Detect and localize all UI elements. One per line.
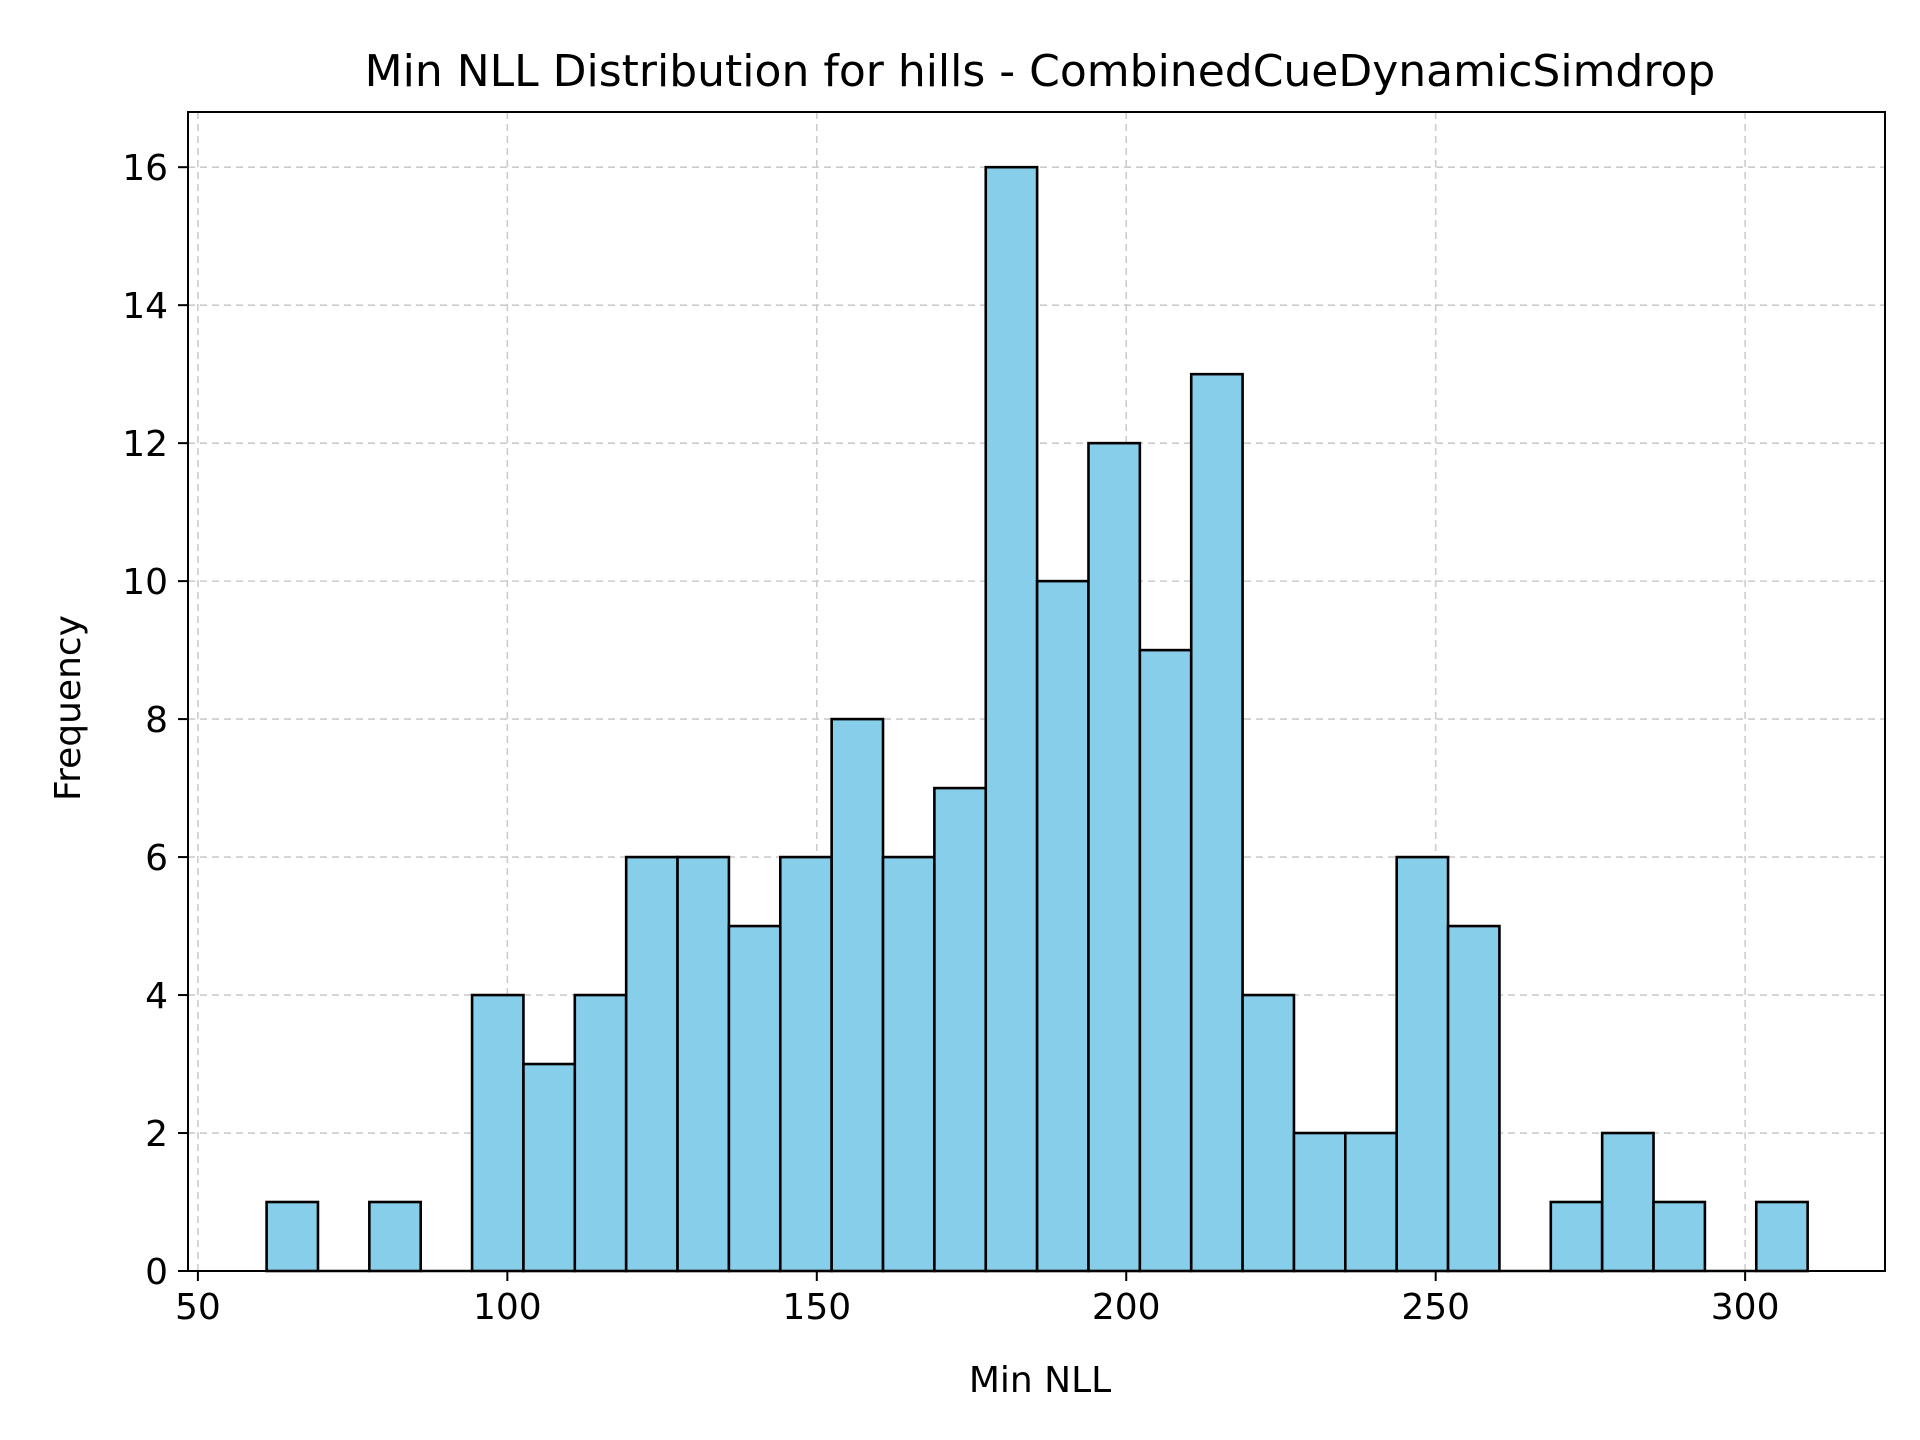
histogram-bar [1446,924,1501,1273]
x-tick-label: 250 [1401,1287,1470,1328]
histogram-bar [933,786,988,1273]
axes [187,111,1886,1272]
histogram-bar [1600,1131,1655,1273]
y-tick-label: 10 [122,562,168,603]
histogram-bar [522,1062,577,1273]
y-tick-label: 12 [122,424,168,465]
histogram-bar [1344,1131,1398,1273]
y-tick-label: 0 [145,1252,168,1293]
histogram-bar [265,1200,320,1273]
y-axis-label: Frequency [48,615,89,801]
histogram-bar [1087,441,1142,1273]
histogram-bar [1395,855,1450,1273]
histogram-bar [778,855,833,1273]
histogram-bar [1549,1200,1604,1273]
histogram-bar [470,993,525,1273]
x-tick-label: 200 [1092,1287,1161,1328]
chart-title: Min NLL Distribution for hills - Combine… [365,46,1716,97]
y-tick-label: 6 [145,838,168,879]
histogram-bar [1138,648,1193,1273]
y-tick-label: 16 [122,148,168,189]
histogram-bar [368,1200,423,1273]
histogram-bar [1652,1200,1707,1273]
y-tick-label: 4 [145,976,168,1017]
x-tick-label: 50 [175,1287,221,1328]
tick-marks: 50 100 150 200 250 300 0 2 4 6 8 10 12 14 16 [122,148,1779,1328]
x-axis-label: Min NLL [969,1360,1111,1401]
histogram-bar [624,855,679,1273]
histogram-bar [1241,993,1296,1273]
y-tick-label: 14 [122,286,168,327]
histogram-bar [676,855,731,1273]
histogram-bar [573,993,628,1273]
histogram-bar [984,165,1039,1273]
histogram-bar [727,924,782,1273]
y-tick-label: 8 [145,700,168,741]
histogram-bar [881,855,936,1273]
histogram-bar [1754,1200,1809,1273]
x-tick-label: 150 [782,1287,851,1328]
x-tick-label: 100 [473,1287,542,1328]
histogram-bar [1189,372,1244,1273]
histogram-bar [1035,579,1090,1273]
histogram-bar [830,717,885,1273]
plot-frame [187,111,1886,1272]
x-tick-label: 300 [1711,1287,1780,1328]
y-tick-label: 2 [145,1114,168,1155]
histogram-bar [1292,1131,1347,1273]
